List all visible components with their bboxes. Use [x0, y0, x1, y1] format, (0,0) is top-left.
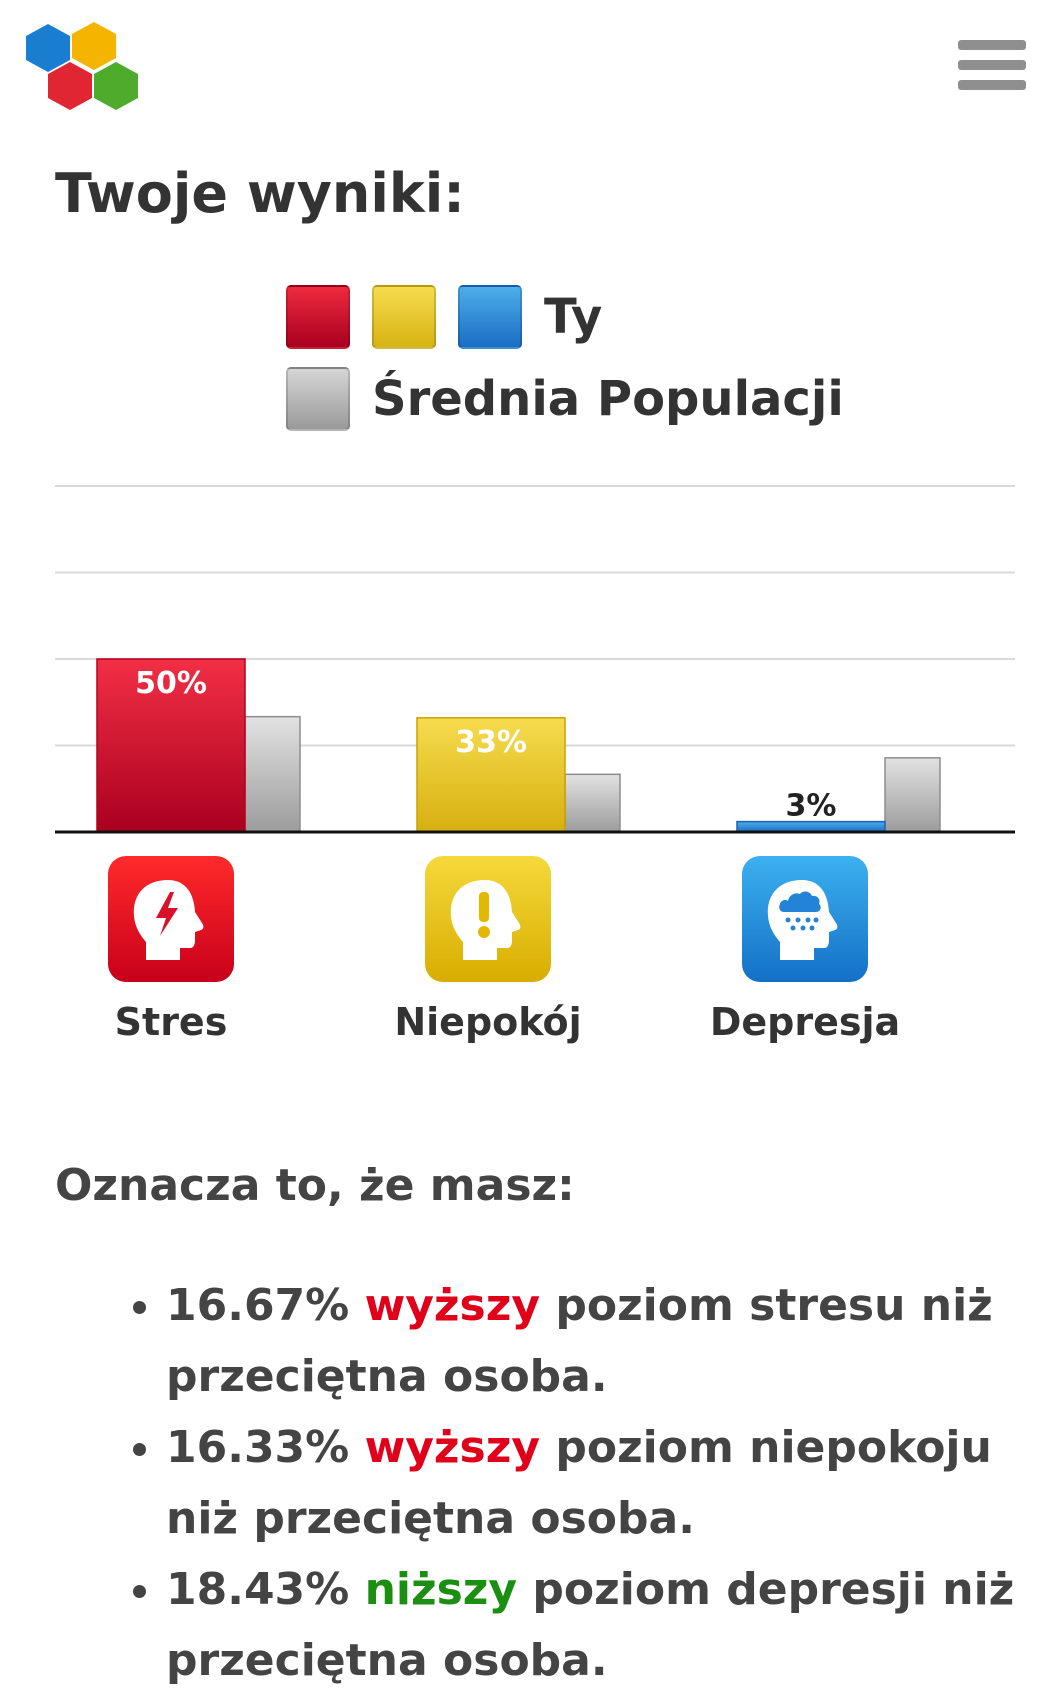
depression-head-icon: [742, 856, 868, 982]
summary-direction: wyższy: [364, 1280, 541, 1331]
category-stres: Stres: [101, 856, 241, 1044]
category-depresja: Depresja: [710, 856, 900, 1044]
summary-item-niepokoj: 16.33% wyższy poziom niepokoju niż przec…: [166, 1412, 1046, 1554]
summary-rest: poziom depresji niż przeciętna osoba.: [166, 1564, 1015, 1686]
summary-rest: poziom niepokoju niż przeciętna osoba.: [166, 1422, 992, 1544]
data-label-stres: 50%: [135, 666, 207, 701]
legend-row-you: Ty: [286, 284, 844, 350]
hamburger-menu-icon[interactable]: [958, 40, 1026, 100]
chart-legend: Ty Średnia Populacji: [286, 284, 844, 448]
data-label-depresja: 3%: [786, 789, 837, 824]
summary-item-depresja: 18.43% niższy poziom depresji niż przeci…: [166, 1554, 1046, 1696]
hexagon-logo-icon[interactable]: [26, 22, 152, 120]
data-label-niepokoj: 33%: [455, 725, 527, 760]
legend-label-you: Ty: [544, 289, 603, 345]
summary-list: 16.67% wyższy poziom stresu niż przecięt…: [110, 1270, 1046, 1696]
summary-heading: Oznacza to, że masz:: [55, 1160, 575, 1211]
anxiety-head-icon: [425, 856, 551, 982]
summary-value: 16.33%: [166, 1422, 350, 1473]
legend-swatch-depresja: [458, 285, 522, 349]
population-bar-niepokoj: [564, 773, 621, 833]
summary-value: 16.67%: [166, 1280, 350, 1331]
population-bar-depresja: [884, 757, 941, 833]
category-label-stres: Stres: [114, 1000, 228, 1044]
legend-swatch-stres: [286, 285, 350, 349]
category-label-depresja: Depresja: [709, 1000, 901, 1044]
legend-row-population: Średnia Populacji: [286, 366, 844, 432]
page-title: Twoje wyniki:: [55, 162, 465, 225]
summary-rest: poziom stresu niż przeciętna osoba.: [166, 1280, 993, 1402]
results-bar-chart: 50% 33% 3%: [55, 485, 1015, 834]
summary-direction: wyższy: [364, 1422, 541, 1473]
category-niepokoj: Niepokój: [394, 856, 582, 1044]
summary-value: 18.43%: [166, 1564, 350, 1615]
stress-head-icon: [108, 856, 234, 982]
category-label-niepokoj: Niepokój: [394, 1000, 582, 1044]
legend-swatch-population: [286, 367, 350, 431]
summary-item-stres: 16.67% wyższy poziom stresu niż przecięt…: [166, 1270, 1046, 1412]
population-bar-stres: [244, 715, 301, 833]
legend-swatch-niepokoj: [372, 285, 436, 349]
you-bar-stres: [96, 658, 246, 833]
summary-direction: niższy: [364, 1564, 518, 1615]
legend-label-population: Średnia Populacji: [372, 371, 844, 427]
